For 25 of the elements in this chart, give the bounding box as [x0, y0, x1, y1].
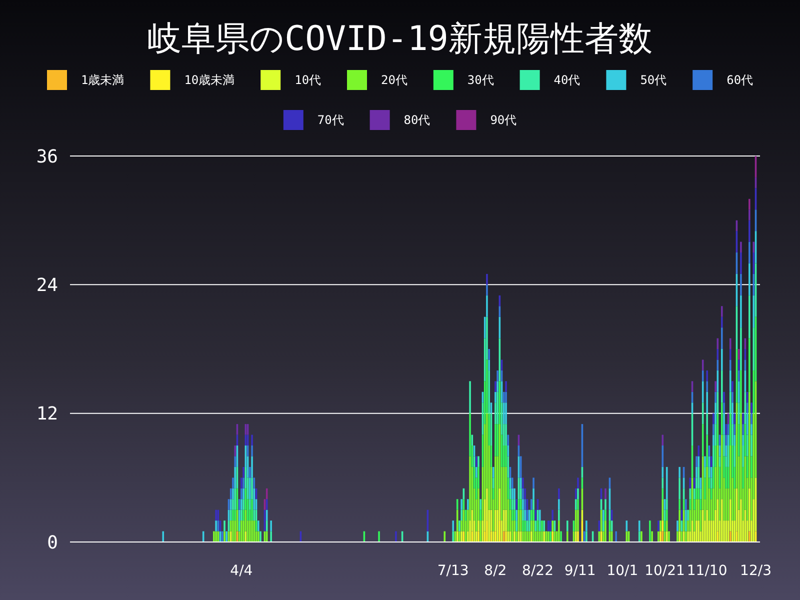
legend-label: 50代: [640, 73, 667, 88]
y-tick-label: 0: [47, 532, 58, 554]
y-tick-label: 12: [36, 404, 58, 425]
x-tick-label: 8/2: [484, 562, 507, 579]
chart-title: 岐阜県のCOVID-19新規陽性者数: [148, 18, 652, 59]
legend-label: 20代: [381, 73, 408, 88]
y-tick-label: 24: [36, 274, 58, 296]
x-tick-label: 4/4: [230, 562, 253, 579]
x-tick-label: 10/1: [606, 562, 638, 579]
y-tick-label: 36: [36, 146, 58, 168]
legend-label: 80代: [404, 113, 430, 128]
legend-label: 10代: [294, 73, 322, 88]
legend-label: 1歳未満: [81, 73, 124, 88]
x-tick-label: 11/10: [686, 562, 728, 579]
legend-label: 90代: [490, 113, 517, 128]
legend-label: 10歳未満: [184, 73, 235, 88]
legend-label: 60代: [726, 73, 754, 88]
legend-label: 30代: [467, 73, 494, 88]
x-tick-label: 9/11: [564, 562, 596, 579]
x-tick-label: 12/3: [740, 562, 772, 579]
x-tick-label: 8/22: [522, 562, 554, 579]
x-tick-label: 10/21: [644, 562, 685, 579]
legend-label: 40代: [554, 73, 580, 88]
x-tick-label: 7/13: [437, 562, 469, 579]
legend-label: 70代: [317, 113, 344, 128]
